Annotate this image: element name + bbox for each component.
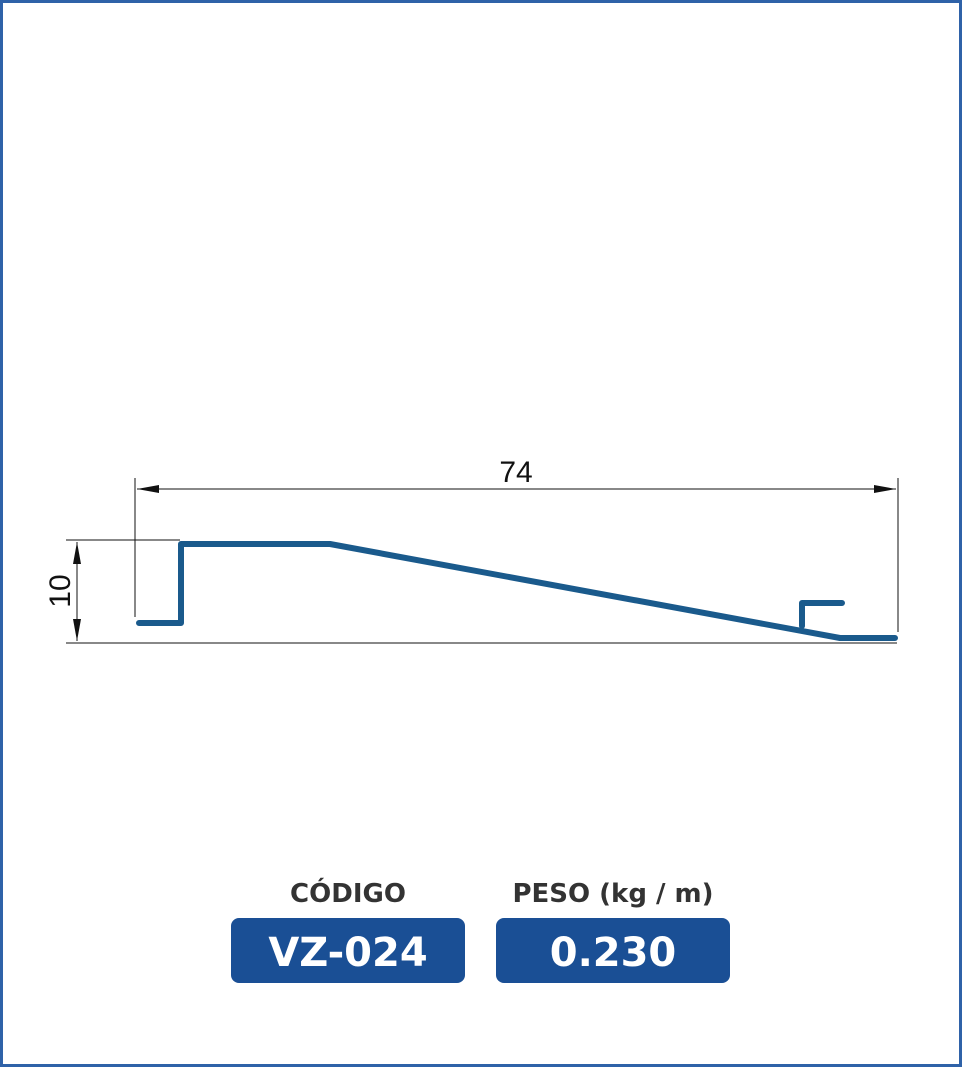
code-box: [231, 918, 465, 983]
weight-label: PESO (kg / m): [512, 879, 713, 909]
code-label: CÓDIGO: [290, 877, 406, 909]
weight-box: [496, 918, 730, 983]
profile: [136, 541, 898, 641]
code-value: VZ-024: [268, 930, 427, 976]
width-dimension: 74: [499, 456, 532, 489]
dimension-lines: [66, 478, 899, 644]
weight-value: 0.230: [550, 930, 677, 976]
height-dimension: 10: [44, 574, 77, 607]
